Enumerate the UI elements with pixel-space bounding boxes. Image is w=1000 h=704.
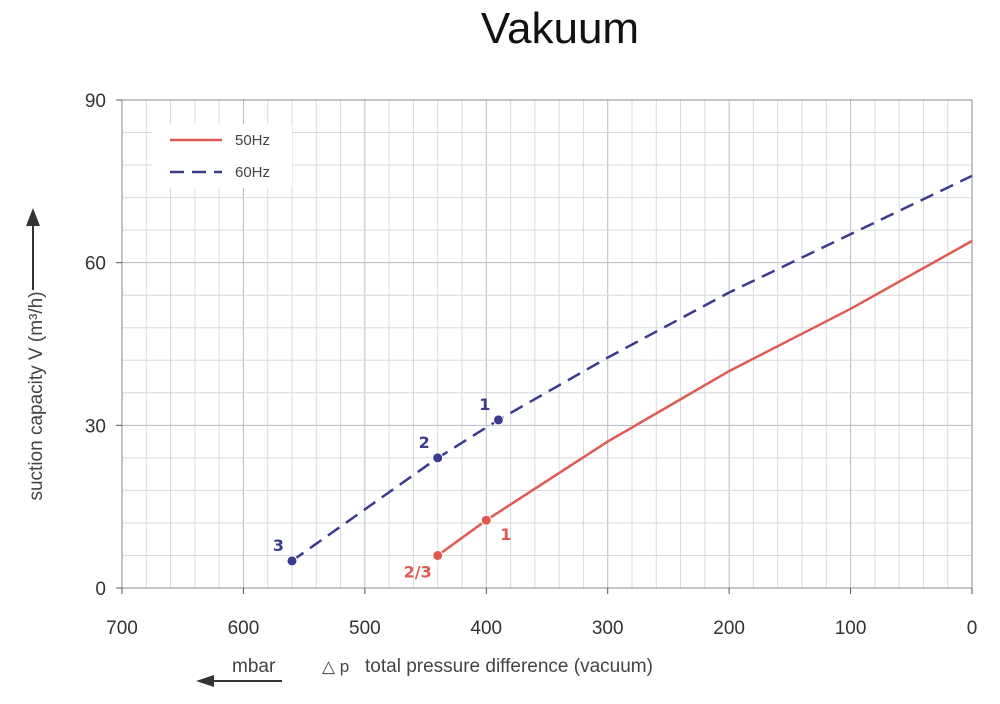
- data-point-label: 1: [500, 525, 511, 544]
- data-point-60hz: [492, 414, 504, 426]
- y-tick-label: 0: [95, 579, 106, 600]
- x-tick-label: 200: [713, 618, 745, 639]
- axes: 700 600 500 400 300 200 100 0 0 30 60 90: [85, 91, 977, 639]
- legend-label-60hz: 60Hz: [235, 164, 270, 181]
- data-point-50hz: [480, 514, 492, 526]
- x-tick-label: 100: [835, 618, 867, 639]
- data-point-60hz: [286, 555, 298, 567]
- series-line-60hz: [291, 174, 973, 562]
- legend-box: [152, 124, 292, 188]
- left-arrow-icon: [196, 675, 214, 687]
- y-axis-label: suction capacity V (m³/h): [26, 291, 47, 500]
- x-axis-unit-label: mbar: [232, 656, 276, 677]
- x-tick-label: 600: [228, 618, 260, 639]
- y-axis-label-group: suction capacity V (m³/h): [26, 208, 47, 501]
- y-tick-label: 60: [85, 254, 106, 275]
- y-tick-label: 90: [85, 91, 106, 112]
- y-tick-label: 30: [85, 416, 106, 437]
- data-point-60hz: [432, 452, 444, 464]
- x-tick-label: 500: [349, 618, 381, 639]
- x-tick-label: 700: [106, 618, 138, 639]
- data-point-label: 2: [419, 433, 430, 452]
- x-tick-label: 0: [967, 618, 978, 639]
- data-point-label: 3: [273, 536, 284, 555]
- legend-label-50hz: 50Hz: [235, 132, 270, 149]
- delta-p-symbol: △ p: [322, 657, 349, 676]
- x-axis-label-group: mbar △ p total pressure difference (vacu…: [196, 656, 653, 687]
- up-arrow-icon: [26, 208, 40, 226]
- x-tick-label: 300: [592, 618, 624, 639]
- data-point-50hz: [432, 549, 444, 561]
- series-layer: 2/3 1 3 2 1: [273, 174, 973, 581]
- x-axis-label: total pressure difference (vacuum): [365, 656, 653, 677]
- data-point-label: 2/3: [404, 562, 432, 581]
- data-point-label: 1: [479, 395, 490, 414]
- x-tick-label: 400: [470, 618, 502, 639]
- plot-frame: [121, 99, 973, 589]
- series-line-50hz: [436, 239, 973, 557]
- chart-title: Vakuum: [480, 4, 640, 53]
- legend: 50Hz 60Hz: [152, 124, 292, 188]
